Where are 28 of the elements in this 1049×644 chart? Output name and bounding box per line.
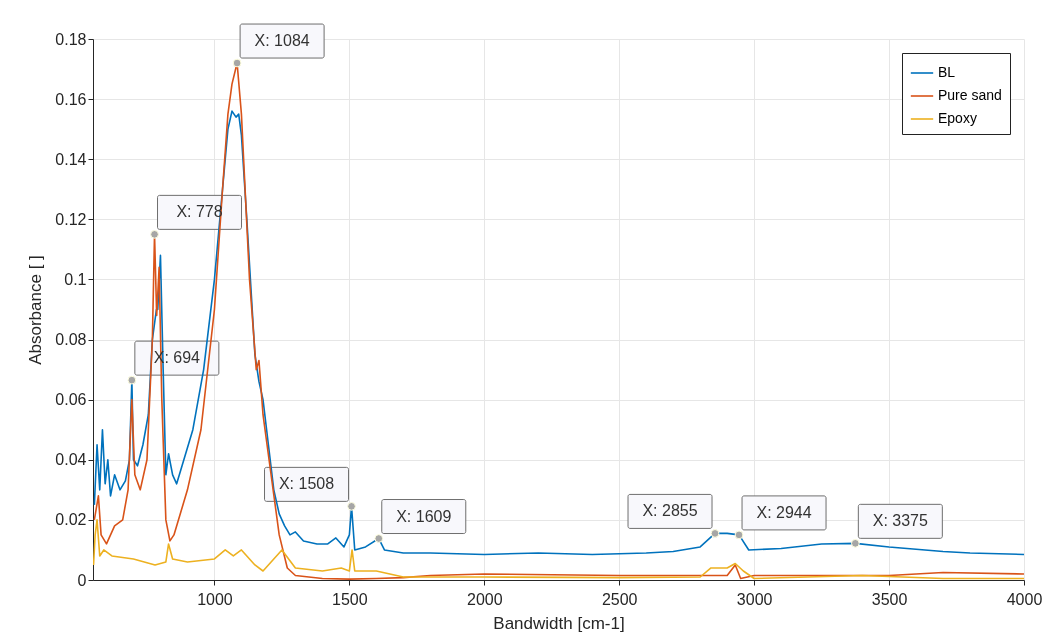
legend-label: BL xyxy=(938,64,956,80)
annotation: X: 1084 xyxy=(254,32,310,50)
x-tick-label: 2500 xyxy=(601,590,638,608)
y-tick-label: 0.04 xyxy=(55,451,87,469)
y-tick-label: 0.02 xyxy=(55,511,87,529)
x-tick-label: 1500 xyxy=(332,590,368,608)
annotation: X: 2944 xyxy=(756,503,812,521)
y-axis-title: Absorbance [ ] xyxy=(26,255,46,365)
x-tick-label: 3500 xyxy=(871,590,908,608)
y-tick-label: 0.16 xyxy=(55,90,87,108)
annotation: X: 2855 xyxy=(642,502,698,520)
annotation: X: 1609 xyxy=(396,507,452,525)
annotation: X: 3375 xyxy=(872,512,929,530)
x-tick-label: 3000 xyxy=(736,590,773,608)
y-tick-label: 0.18 xyxy=(55,30,87,48)
x-tick-label: 1000 xyxy=(197,590,233,608)
y-tick-label: 0.12 xyxy=(55,210,87,228)
x-axis-title: Bandwidth [cm-1] xyxy=(493,613,625,633)
y-tick-label: 0.06 xyxy=(55,391,87,409)
x-tick-label: 2000 xyxy=(466,590,503,608)
y-tick-label: 0.08 xyxy=(55,331,87,349)
annotation: X: 1508 xyxy=(278,475,335,493)
x-tick-label: 4000 xyxy=(1006,590,1043,608)
legend-label: Pure sand xyxy=(938,87,1002,103)
y-tick-label: 0.1 xyxy=(64,270,87,288)
y-tick-label: 0.14 xyxy=(55,150,87,168)
legend-label: Epoxy xyxy=(938,110,977,126)
y-tick-label: 0 xyxy=(77,571,87,589)
